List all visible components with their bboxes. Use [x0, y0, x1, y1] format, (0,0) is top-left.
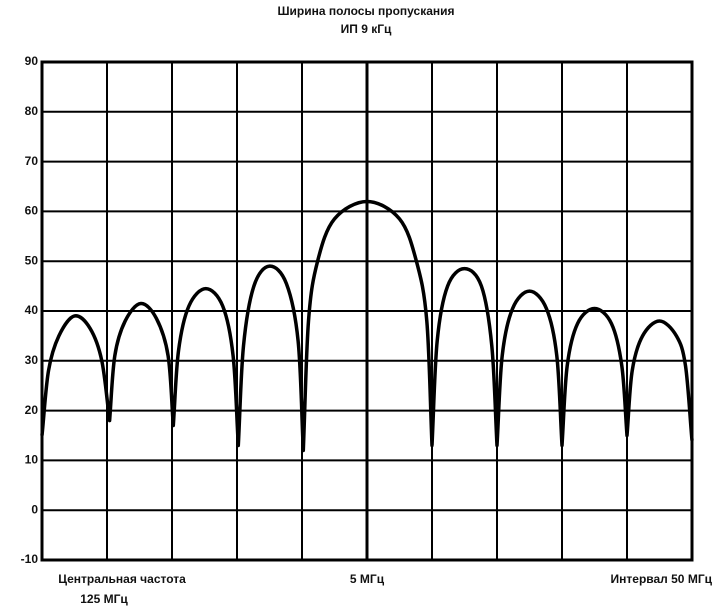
y-tick-label: 0	[31, 502, 38, 516]
y-tick-label: -10	[21, 552, 39, 566]
y-tick-label: 40	[25, 303, 39, 317]
x-label-left: Центральная частота	[58, 572, 186, 586]
y-tick-label: 10	[25, 453, 39, 467]
y-tick-label: 50	[25, 253, 39, 267]
plot-border	[40, 60, 694, 562]
x-label-center: 5 МГц	[350, 572, 385, 586]
chart-subtitle: ИП 9 кГц	[341, 22, 392, 36]
y-tick-label: 90	[25, 54, 39, 68]
x-label-right: Интервал 50 МГц	[611, 572, 713, 586]
y-tick-label: 80	[25, 104, 39, 118]
y-tick-label: 70	[25, 154, 39, 168]
y-tick-label: 20	[25, 403, 39, 417]
chart-title: Ширина полосы пропускания	[277, 4, 454, 18]
x-label-left: 125 МГц	[80, 592, 128, 606]
y-tick-label: 60	[25, 204, 39, 218]
y-tick-label: 30	[25, 353, 39, 367]
spectrum-line	[40, 199, 694, 453]
